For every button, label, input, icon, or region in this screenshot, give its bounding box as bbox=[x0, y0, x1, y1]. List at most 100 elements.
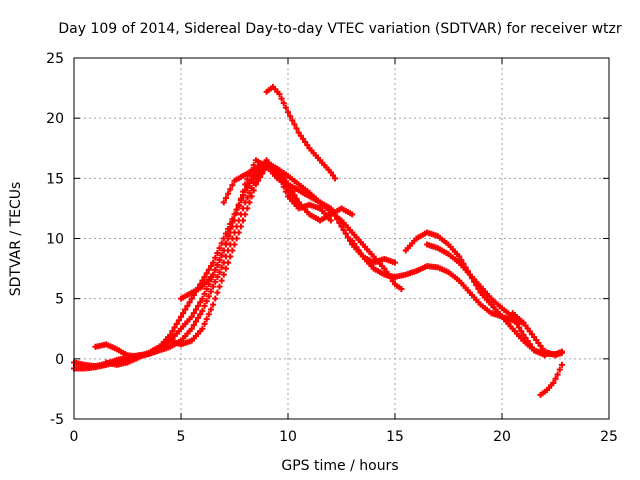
data-point bbox=[340, 227, 347, 234]
data-point bbox=[235, 203, 242, 210]
data-point bbox=[353, 244, 360, 251]
data-point bbox=[214, 261, 221, 268]
data-point bbox=[524, 338, 531, 345]
series-arc-12 bbox=[537, 361, 565, 398]
data-point bbox=[299, 135, 306, 142]
data-point bbox=[214, 249, 221, 256]
y-tick-label: -5 bbox=[50, 412, 64, 428]
data-point bbox=[246, 189, 253, 196]
data-point bbox=[225, 235, 232, 242]
data-point bbox=[522, 334, 529, 341]
data-point bbox=[227, 253, 234, 260]
data-point bbox=[332, 175, 339, 182]
data-point bbox=[203, 316, 210, 323]
data-point bbox=[289, 117, 296, 124]
data-point bbox=[242, 211, 249, 218]
data-point bbox=[233, 235, 240, 242]
x-tick-label: 20 bbox=[493, 429, 511, 445]
data-point bbox=[250, 187, 257, 194]
data-point bbox=[188, 325, 195, 332]
data-point bbox=[197, 299, 204, 306]
data-point bbox=[511, 317, 518, 324]
data-point bbox=[235, 229, 242, 236]
data-point bbox=[203, 286, 210, 293]
data-point bbox=[225, 190, 232, 197]
data-point bbox=[398, 286, 405, 293]
data-point bbox=[246, 199, 253, 206]
data-point bbox=[248, 193, 255, 200]
data-point bbox=[344, 234, 351, 241]
data-point bbox=[327, 217, 334, 224]
data-point bbox=[222, 265, 229, 272]
data-point bbox=[218, 252, 225, 259]
data-point bbox=[231, 241, 238, 248]
data-point bbox=[218, 264, 225, 271]
data-point bbox=[220, 247, 227, 254]
x-tick-label: 25 bbox=[600, 429, 618, 445]
data-point bbox=[201, 320, 208, 327]
data-point bbox=[357, 250, 364, 257]
data-point bbox=[246, 180, 253, 187]
data-points bbox=[71, 83, 565, 398]
data-point bbox=[212, 254, 219, 261]
data-point bbox=[173, 320, 180, 327]
data-point bbox=[229, 247, 236, 254]
data-point bbox=[558, 361, 565, 368]
x-tick-label: 10 bbox=[279, 429, 297, 445]
data-point bbox=[528, 344, 535, 351]
data-point bbox=[203, 270, 210, 277]
data-point bbox=[186, 299, 193, 306]
data-point bbox=[171, 324, 178, 331]
data-point bbox=[244, 194, 251, 201]
data-point bbox=[216, 257, 223, 264]
data-point bbox=[188, 313, 195, 320]
data-point bbox=[257, 174, 264, 181]
data-point bbox=[222, 195, 229, 202]
data-point bbox=[210, 301, 217, 308]
data-point bbox=[456, 253, 463, 260]
data-point bbox=[240, 217, 247, 224]
x-tick-label: 15 bbox=[386, 429, 404, 445]
data-point bbox=[190, 322, 197, 329]
data-point bbox=[329, 172, 336, 179]
data-point bbox=[280, 100, 287, 107]
data-point bbox=[554, 371, 561, 378]
data-point bbox=[252, 181, 259, 188]
data-point bbox=[349, 237, 356, 244]
data-point bbox=[556, 366, 563, 373]
y-tick-label: 25 bbox=[46, 51, 64, 67]
data-point bbox=[297, 132, 304, 139]
data-point bbox=[182, 306, 189, 313]
data-point bbox=[285, 109, 291, 116]
data-point bbox=[227, 229, 234, 236]
data-point bbox=[195, 302, 202, 309]
data-point bbox=[192, 306, 199, 313]
data-point bbox=[214, 274, 221, 281]
data-point bbox=[552, 375, 559, 382]
data-point bbox=[207, 306, 214, 313]
data-point bbox=[291, 121, 298, 128]
data-point bbox=[178, 313, 184, 320]
x-tick-label: 0 bbox=[70, 429, 79, 445]
data-point bbox=[295, 129, 302, 136]
data-point bbox=[222, 241, 229, 248]
data-point bbox=[192, 318, 199, 325]
data-point bbox=[205, 266, 212, 273]
y-tick-label: 15 bbox=[46, 171, 64, 187]
data-point bbox=[231, 217, 238, 224]
data-point bbox=[381, 265, 388, 272]
data-point bbox=[233, 210, 240, 217]
data-point bbox=[240, 188, 247, 195]
data-point bbox=[229, 182, 236, 189]
chart-title: Day 109 of 2014, Sidereal Day-to-day VTE… bbox=[58, 21, 622, 37]
data-point bbox=[201, 302, 208, 309]
data-point bbox=[207, 263, 214, 270]
data-point bbox=[190, 310, 197, 317]
data-point bbox=[203, 298, 210, 305]
y-tick-label: 20 bbox=[46, 111, 64, 127]
data-point bbox=[229, 223, 236, 230]
data-point bbox=[351, 241, 358, 248]
data-point bbox=[212, 278, 219, 285]
data-point bbox=[210, 271, 217, 278]
data-point bbox=[242, 181, 249, 188]
